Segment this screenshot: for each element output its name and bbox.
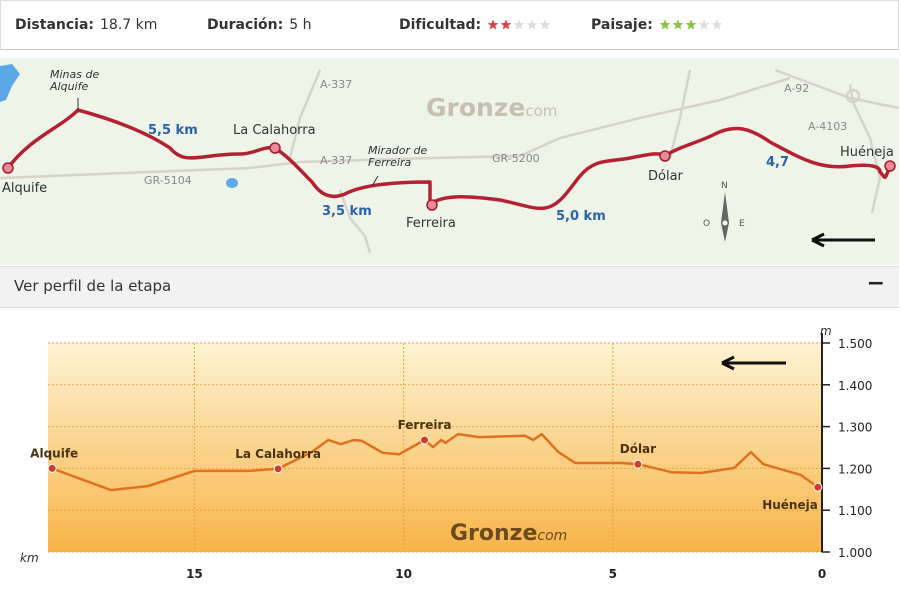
brand-name: Gronze: [450, 521, 537, 546]
brand-suffix: com: [537, 528, 567, 544]
distance-label: 4,7: [766, 155, 789, 170]
section-header[interactable]: Ver perfil de la etapa −: [0, 266, 899, 308]
y-tick-label: 1.300: [838, 421, 872, 435]
stat-label: Distancia:: [15, 17, 95, 33]
y-tick-label: 1.100: [838, 504, 872, 518]
star: [500, 19, 512, 30]
star: [526, 19, 538, 30]
road-label: A-4103: [808, 120, 847, 133]
map-label: Ferreira: [368, 156, 411, 169]
map-label: Alquife: [49, 80, 88, 93]
x-tick-label: 5: [609, 567, 617, 581]
waypoint-balls: [2, 142, 896, 211]
elevation-chart: Gronzecom 1.000 1.100 1.200 1.300 1.400 1.500 1…: [20, 324, 872, 581]
compass: N O E: [703, 181, 745, 242]
stat-label: Duración:: [207, 17, 284, 33]
lake: [0, 64, 20, 102]
direction-arrow: [811, 232, 875, 248]
route: [6, 108, 892, 211]
map-background: [0, 58, 899, 265]
y-tick-label: 1.500: [838, 337, 872, 351]
y-axis-label: m: [820, 324, 832, 338]
waypoint-label: Ferreira: [398, 418, 452, 432]
direction-arrow: [721, 355, 786, 371]
x-tick-label: 10: [395, 567, 412, 581]
stat-value: 5 h: [289, 17, 312, 33]
stat: Dificultad:: [399, 17, 553, 33]
plot-area: [48, 343, 822, 552]
y-tick-label: 1.400: [838, 379, 872, 393]
town-label: Alquife: [2, 181, 47, 196]
waypoint-label: La Calahorra: [235, 447, 321, 461]
star: [659, 19, 671, 30]
star: [487, 19, 499, 30]
brand: Gronzecom: [426, 93, 557, 122]
elevation-line: [51, 432, 819, 492]
distance-label: 3,5 km: [322, 204, 372, 219]
road-label: A-337: [320, 78, 352, 91]
collapse-toggle[interactable]: −: [866, 271, 885, 296]
road-label: A-337: [320, 154, 352, 167]
map-label: Minas de: [50, 68, 99, 81]
compass-label: O: [703, 219, 710, 229]
road-label: A-92: [784, 82, 809, 95]
waypoint-label: Dólar: [620, 442, 656, 456]
compass-label: N: [721, 181, 728, 191]
star: [711, 19, 723, 30]
stat: Distancia: 18.7 km: [15, 17, 157, 33]
town-label: Ferreira: [406, 216, 456, 231]
waypoint: [420, 435, 430, 445]
stats-bar: Distancia: 18.7 km Duración: 5 h Dificul…: [0, 0, 899, 50]
distance-label: 5,5 km: [148, 123, 198, 138]
road-label: GR-5200: [492, 152, 540, 165]
stat-label: Dificultad:: [399, 17, 482, 33]
map: Minas de Alquife Mirador de Ferreira Alq…: [0, 58, 899, 265]
waypoint: [47, 463, 57, 473]
waypoint-label: Alquife: [30, 446, 78, 460]
map-label: Mirador de: [368, 144, 428, 157]
stars: [659, 19, 723, 30]
roads: [0, 68, 899, 254]
town-label: La Calahorra: [233, 123, 316, 138]
star: [685, 19, 697, 30]
star: [698, 19, 710, 30]
waypoint: [633, 459, 643, 469]
distance-label: 5,0 km: [556, 209, 606, 224]
road-label: GR-5104: [144, 174, 192, 187]
stat-label: Paisaje:: [591, 17, 653, 33]
star: [513, 19, 525, 30]
stat: Paisaje:: [591, 17, 725, 33]
brand: Gronzecom: [450, 521, 567, 546]
x-tick-label: 0: [818, 567, 826, 581]
waypoint: [813, 482, 823, 492]
section-title: Ver perfil de la etapa: [14, 277, 172, 295]
y-tick-label: 1.000: [838, 546, 872, 560]
star: [672, 19, 684, 30]
compass-label: E: [739, 219, 745, 229]
stat-value: 18.7 km: [100, 17, 158, 33]
town-label: Dólar: [648, 169, 684, 184]
leader-line: [371, 175, 379, 187]
stars: [487, 19, 551, 30]
y-tick-label: 1.200: [838, 462, 872, 476]
x-axis-label: km: [20, 551, 39, 565]
star: [539, 19, 551, 30]
x-tick-label: 15: [186, 567, 203, 581]
pond: [226, 178, 238, 188]
waypoint-label: Huéneja: [762, 498, 818, 512]
waypoint: [273, 464, 283, 474]
stat: Duración: 5 h: [207, 17, 311, 33]
town-label: Huéneja: [840, 145, 894, 160]
